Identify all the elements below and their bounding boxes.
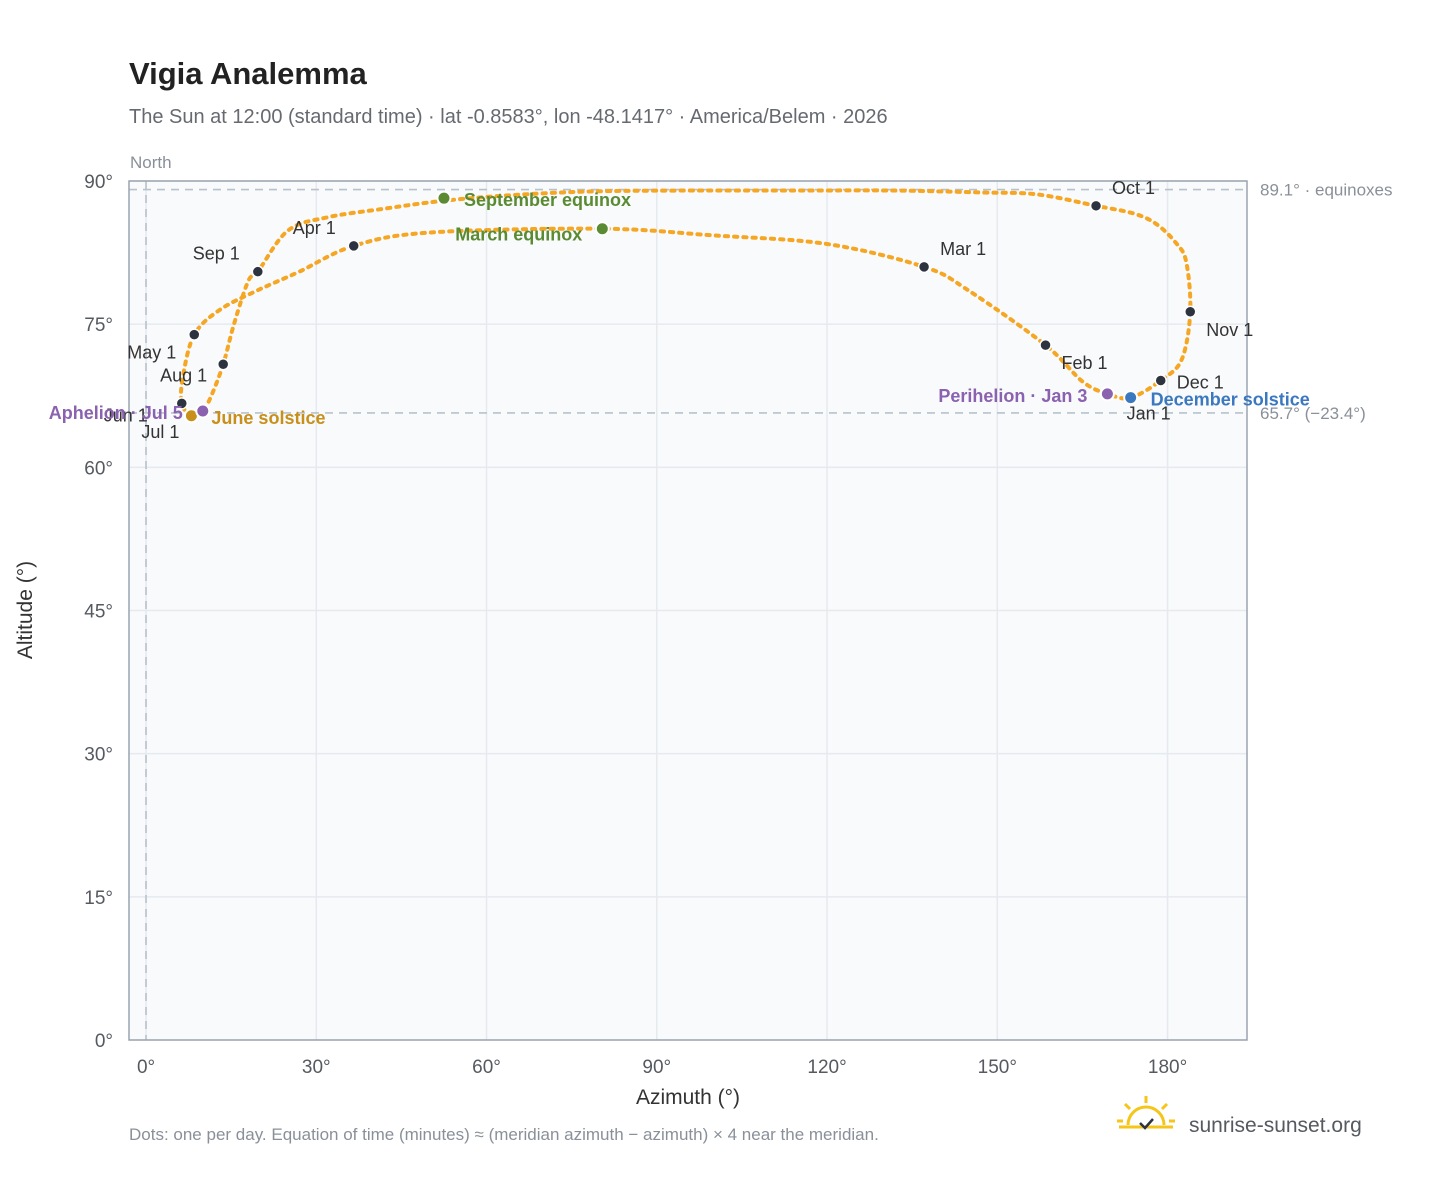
x-tick-label: 120° <box>807 1057 846 1078</box>
chart-title: Vigia Analemma <box>129 56 368 91</box>
month-label: Sep 1 <box>193 244 240 264</box>
x-tick-label: 30° <box>302 1057 331 1078</box>
month-marker <box>216 358 230 371</box>
month-label: Oct 1 <box>1112 178 1155 198</box>
month-marker <box>1183 305 1197 319</box>
month-label: Mar 1 <box>940 239 986 259</box>
event-markers: September equinox March equinox June solst… <box>49 190 1310 428</box>
month-label: May 1 <box>127 343 176 363</box>
analemma-daily-dots <box>178 188 1193 419</box>
y-tick-label: 75° <box>84 315 113 336</box>
month-marker <box>1154 374 1167 387</box>
event-label: March equinox <box>455 225 582 245</box>
footnote: Dots: one per day. Equation of time (min… <box>129 1125 879 1144</box>
month-marker <box>251 265 265 278</box>
x-axis-label: Azimuth (°) <box>636 1086 740 1109</box>
analemma-curve <box>178 188 1193 419</box>
month-marker <box>175 397 189 410</box>
x-tick-label: 150° <box>978 1057 1017 1078</box>
month-marker <box>917 260 931 274</box>
x-tick-label: 90° <box>642 1057 671 1078</box>
y-tick-label: 15° <box>84 888 113 909</box>
chart-subtitle: The Sun at 12:00 (standard time) · lat -… <box>129 106 888 128</box>
month-marker <box>188 328 201 341</box>
month-label: Jun 1 <box>104 405 148 425</box>
month-label: Nov 1 <box>1206 320 1253 340</box>
month-label: Aug 1 <box>160 365 207 385</box>
event-label: Aphelion · Jul 5 <box>49 403 183 423</box>
event-marker <box>436 190 452 206</box>
x-tick-label: 0° <box>137 1057 155 1078</box>
event-marker <box>594 221 610 237</box>
event-label: Perihelion · Jan 3 <box>938 386 1087 406</box>
month-marker <box>347 239 360 253</box>
month-label: Dec 1 <box>1177 372 1224 392</box>
y-axis-label: Altitude (°) <box>14 561 37 659</box>
x-axis-ticks: 0° 30° 60° 90° 120° 150° 180° <box>137 1057 1187 1078</box>
x-tick-label: 180° <box>1148 1057 1187 1078</box>
y-tick-label: 0° <box>95 1031 113 1052</box>
month-label: Jan 1 <box>1127 404 1171 424</box>
y-tick-label: 45° <box>84 602 113 623</box>
y-tick-label: 90° <box>84 172 113 193</box>
reference-lines: 89.1° · equinoxes 65.7° (−23.4°) North <box>129 153 1393 1040</box>
x-tick-label: 60° <box>472 1057 501 1078</box>
event-marker <box>1123 390 1139 406</box>
month-marker <box>1089 199 1103 213</box>
y-tick-label: 60° <box>84 458 113 479</box>
north-label: North <box>130 153 172 172</box>
month-marker <box>1039 338 1052 352</box>
month-label: Jul 1 <box>141 422 179 442</box>
brand-name: sunrise-sunset.org <box>1189 1114 1362 1137</box>
event-marker <box>1099 386 1115 402</box>
sun-logo-icon <box>1117 1096 1175 1130</box>
reference-line-label: 65.7° (−23.4°) <box>1260 404 1366 423</box>
event-marker <box>195 403 211 419</box>
plot-frame <box>128 180 1248 1041</box>
reference-line-label: 89.1° · equinoxes <box>1260 181 1393 200</box>
y-axis-ticks: 0° 15° 30° 45° 60° 75° 90° <box>84 172 113 1052</box>
event-label: December solstice <box>1151 390 1310 410</box>
month-label: Apr 1 <box>293 218 336 238</box>
event-label: June solstice <box>211 408 325 428</box>
event-label: September equinox <box>464 190 631 210</box>
y-tick-label: 30° <box>84 745 113 766</box>
month-label: Feb 1 <box>1062 353 1108 373</box>
